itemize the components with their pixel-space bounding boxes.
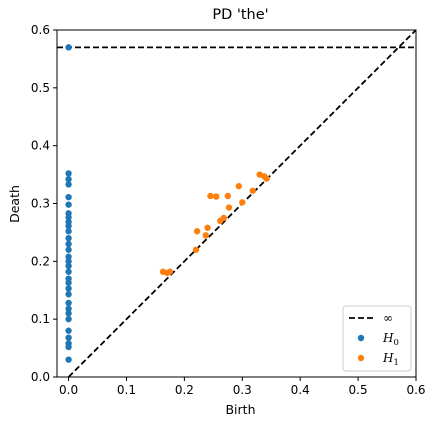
x-tick-label: 0.1 [117, 383, 136, 397]
legend-label-infinity: ∞ [383, 311, 393, 325]
y-tick-label: 0.4 [31, 139, 50, 153]
data-point-h0 [65, 305, 72, 312]
data-point-h0 [65, 201, 72, 208]
data-point-h0 [65, 222, 72, 230]
data-point-h1 [249, 187, 256, 194]
data-point-h0 [65, 343, 72, 351]
data-point-h0 [65, 327, 72, 334]
data-point-h0 [65, 228, 72, 235]
data-point-h0 [65, 214, 72, 221]
legend-label-h0: H0 [382, 331, 399, 348]
legend-marker-h0 [357, 334, 365, 342]
x-axis-label: Birth [225, 402, 255, 417]
data-point-h0 [65, 315, 72, 323]
data-point-h0 [65, 334, 72, 341]
data-point-h1 [220, 214, 227, 222]
legend-box [342, 305, 412, 372]
chart-title: PD 'the' [212, 7, 268, 23]
data-point-h1 [204, 224, 211, 231]
data-point-h0 [65, 262, 72, 270]
data-point-h1 [224, 192, 232, 200]
data-point-h0 [65, 268, 72, 275]
data-point-h1 [192, 246, 200, 253]
data-point-h1 [166, 268, 174, 275]
data-point-h1 [239, 199, 246, 206]
data-point-h0 [65, 253, 72, 260]
series-h1 [159, 171, 270, 277]
legend-label-h1: H1 [382, 351, 399, 368]
data-point-h0 [65, 170, 72, 177]
x-tick-label: 0.4 [291, 383, 310, 397]
data-point-h0 [65, 291, 72, 298]
data-point-h0 [65, 246, 72, 253]
plot-inner [57, 30, 416, 377]
y-axis-ticks: 0.0 0.1 0.2 0.3 0.4 0.5 0.6 [31, 23, 57, 384]
data-point-h1 [193, 228, 201, 235]
data-point-h0 [65, 193, 72, 201]
data-point-h1 [225, 204, 233, 211]
data-point-h0 [65, 310, 72, 317]
data-point-h1 [213, 193, 220, 200]
data-point-h0 [65, 181, 72, 188]
legend-marker-h1 [357, 354, 365, 362]
plot-area [56, 29, 417, 378]
y-axis-label: Death [7, 185, 22, 223]
data-point-h0 [65, 285, 72, 292]
data-point-h0 [65, 258, 72, 265]
x-tick-label: 0.2 [175, 383, 194, 397]
data-point-h0 [65, 235, 72, 242]
data-point-h1 [235, 182, 243, 190]
data-point-h0 [65, 356, 72, 363]
series-h0 [65, 44, 72, 363]
data-point-h0 [65, 176, 72, 183]
y-tick-label: 0.1 [31, 312, 50, 326]
x-tick-label: 0.5 [349, 383, 368, 397]
y-tick-label: 0.6 [31, 23, 50, 37]
y-tick-label: 0.5 [31, 81, 50, 95]
x-tick-label: 0.3 [233, 383, 252, 397]
data-point-h1 [202, 232, 210, 239]
data-point-h1 [207, 192, 214, 200]
data-point-h0 [65, 44, 72, 51]
x-tick-label: 0.0 [59, 383, 78, 397]
x-tick-label: 0.6 [406, 383, 425, 397]
x-axis-ticks: 0.0 0.1 0.2 0.3 0.4 0.5 0.6 [59, 377, 426, 397]
data-point-h0 [65, 299, 72, 307]
legend: ∞ H0 H1 [342, 305, 412, 372]
data-point-h0 [65, 240, 72, 248]
data-point-h0 [65, 279, 72, 286]
y-tick-label: 0.3 [31, 197, 50, 211]
y-tick-label: 0.0 [31, 370, 50, 384]
y-tick-label: 0.2 [31, 254, 50, 268]
data-point-h1 [263, 175, 270, 182]
